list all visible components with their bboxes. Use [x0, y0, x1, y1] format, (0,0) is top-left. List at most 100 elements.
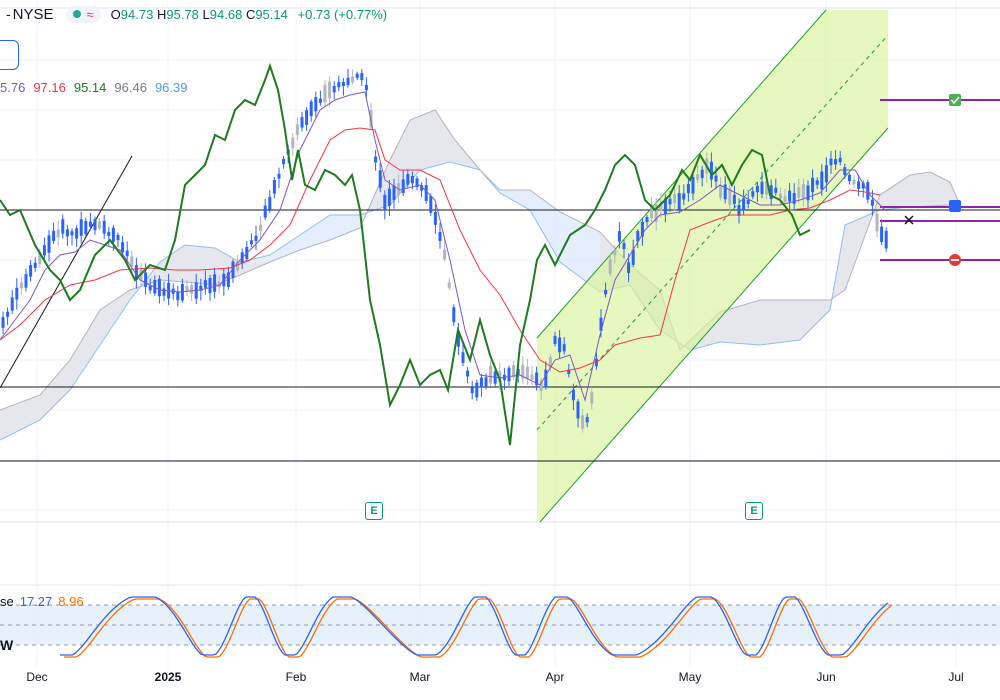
candle-body-130: [599, 317, 603, 331]
candle-body-106: [489, 365, 493, 384]
x-tick-2025: 2025: [154, 670, 182, 684]
candle-body-125: [576, 401, 580, 419]
candle-body-10: [47, 235, 51, 253]
candle-body-64: [295, 124, 299, 135]
candle-body-98: [452, 307, 456, 323]
candle-body-11: [52, 230, 56, 241]
candle-body-167: [769, 185, 773, 200]
candle-body-137: [631, 249, 635, 265]
candle-body-49: [226, 272, 230, 287]
candle-body-123: [567, 369, 571, 374]
candle-body-146: [673, 194, 677, 204]
lagging-span: [0, 62, 811, 446]
candle-body-87: [401, 179, 405, 194]
candle-body-171: [788, 190, 792, 202]
candle-body-122: [562, 344, 566, 352]
candle-body-97: [447, 282, 451, 288]
candle-body-174: [801, 184, 805, 200]
candle-body-187: [861, 182, 865, 189]
candle-body-117: [539, 380, 543, 391]
candle-body-25: [116, 234, 120, 241]
candle-body-172: [792, 192, 796, 204]
candle-body-73: [337, 81, 341, 88]
candle-body-66: [305, 110, 309, 126]
candle-body-26: [121, 242, 125, 253]
candle-body-118: [544, 369, 548, 388]
candle-body-121: [558, 337, 562, 353]
candle-body-18: [84, 221, 88, 235]
candle-body-81: [374, 156, 378, 163]
candle-body-68: [314, 97, 318, 112]
earnings-badge-1[interactable]: E: [365, 502, 383, 520]
candle-body-154: [709, 161, 713, 180]
stochastic-legend: se 17.27 8.96: [0, 594, 84, 609]
ichimoku-value-1: 5.76: [0, 80, 26, 95]
candle-body-16: [75, 228, 79, 239]
candle-body-189: [870, 199, 874, 206]
candle-body-175: [806, 185, 810, 201]
x-tick-jun: Jun: [816, 670, 836, 684]
candle-body-76: [351, 76, 355, 83]
candle-body-72: [332, 85, 336, 93]
candle-body-54: [249, 240, 253, 245]
candle-body-56: [259, 224, 263, 232]
candle-body-22: [102, 220, 106, 234]
earnings-badge-2[interactable]: E: [745, 502, 763, 520]
candle-body-166: [765, 181, 769, 195]
candle-body-100: [461, 352, 465, 363]
candle-body-59: [272, 179, 276, 194]
candle-body-129: [594, 358, 598, 367]
candle-body-24: [111, 227, 115, 242]
candle-body-159: [732, 194, 736, 204]
candle-body-179: [824, 165, 828, 183]
crosshair-x-icon: [904, 215, 914, 225]
candle-body-14: [65, 229, 69, 237]
candle-body-23: [107, 231, 111, 237]
candle-body-83: [383, 194, 387, 211]
candle-body-128: [590, 392, 594, 404]
candle-body-131: [604, 289, 608, 295]
candle-body-155: [714, 175, 718, 182]
candle-body-162: [746, 199, 750, 205]
candle-body-79: [364, 84, 368, 91]
candle-body-95: [438, 232, 442, 241]
collapse-legend-button[interactable]: [0, 40, 19, 70]
candle-body-158: [728, 188, 732, 205]
candle-body-71: [328, 81, 332, 99]
market-status-pill[interactable]: ≈: [65, 5, 101, 23]
candle-body-134: [617, 231, 621, 242]
high-value: 95.78: [166, 6, 199, 22]
candle-body-45: [208, 277, 212, 294]
x-tick-feb: Feb: [285, 670, 307, 684]
candle-body-63: [291, 137, 295, 149]
stochastic-name: se: [0, 594, 14, 609]
candle-body-34: [157, 278, 161, 297]
channel-upper: [536, 9, 827, 339]
candle-body-173: [797, 187, 801, 198]
candle-body-13: [61, 219, 65, 234]
entry-marker-icon: [949, 200, 961, 212]
candle-body-176: [811, 177, 815, 193]
low-label: L: [202, 6, 210, 22]
candle-body-35: [162, 288, 166, 296]
candle-body-82: [378, 170, 382, 188]
candle-body-103: [475, 382, 479, 398]
candle-body-190: [875, 213, 879, 232]
x-tick-apr: Apr: [545, 670, 565, 684]
candle-body-61: [282, 158, 286, 165]
candle-body-17: [79, 219, 83, 236]
candle-body-88: [406, 174, 410, 185]
take-profit-check: [950, 96, 960, 105]
candle-body-91: [420, 185, 424, 191]
channel-lower: [539, 127, 889, 523]
candle-body-7: [33, 262, 37, 268]
candle-body-96: [443, 249, 447, 260]
candle-body-114: [525, 366, 529, 379]
candle-body-149: [686, 184, 690, 194]
candle-body-150: [691, 176, 695, 194]
base-line: [0, 127, 881, 373]
candle-body-0: [1, 317, 5, 328]
candle-body-170: [783, 196, 787, 203]
candle-body-38: [176, 291, 180, 301]
